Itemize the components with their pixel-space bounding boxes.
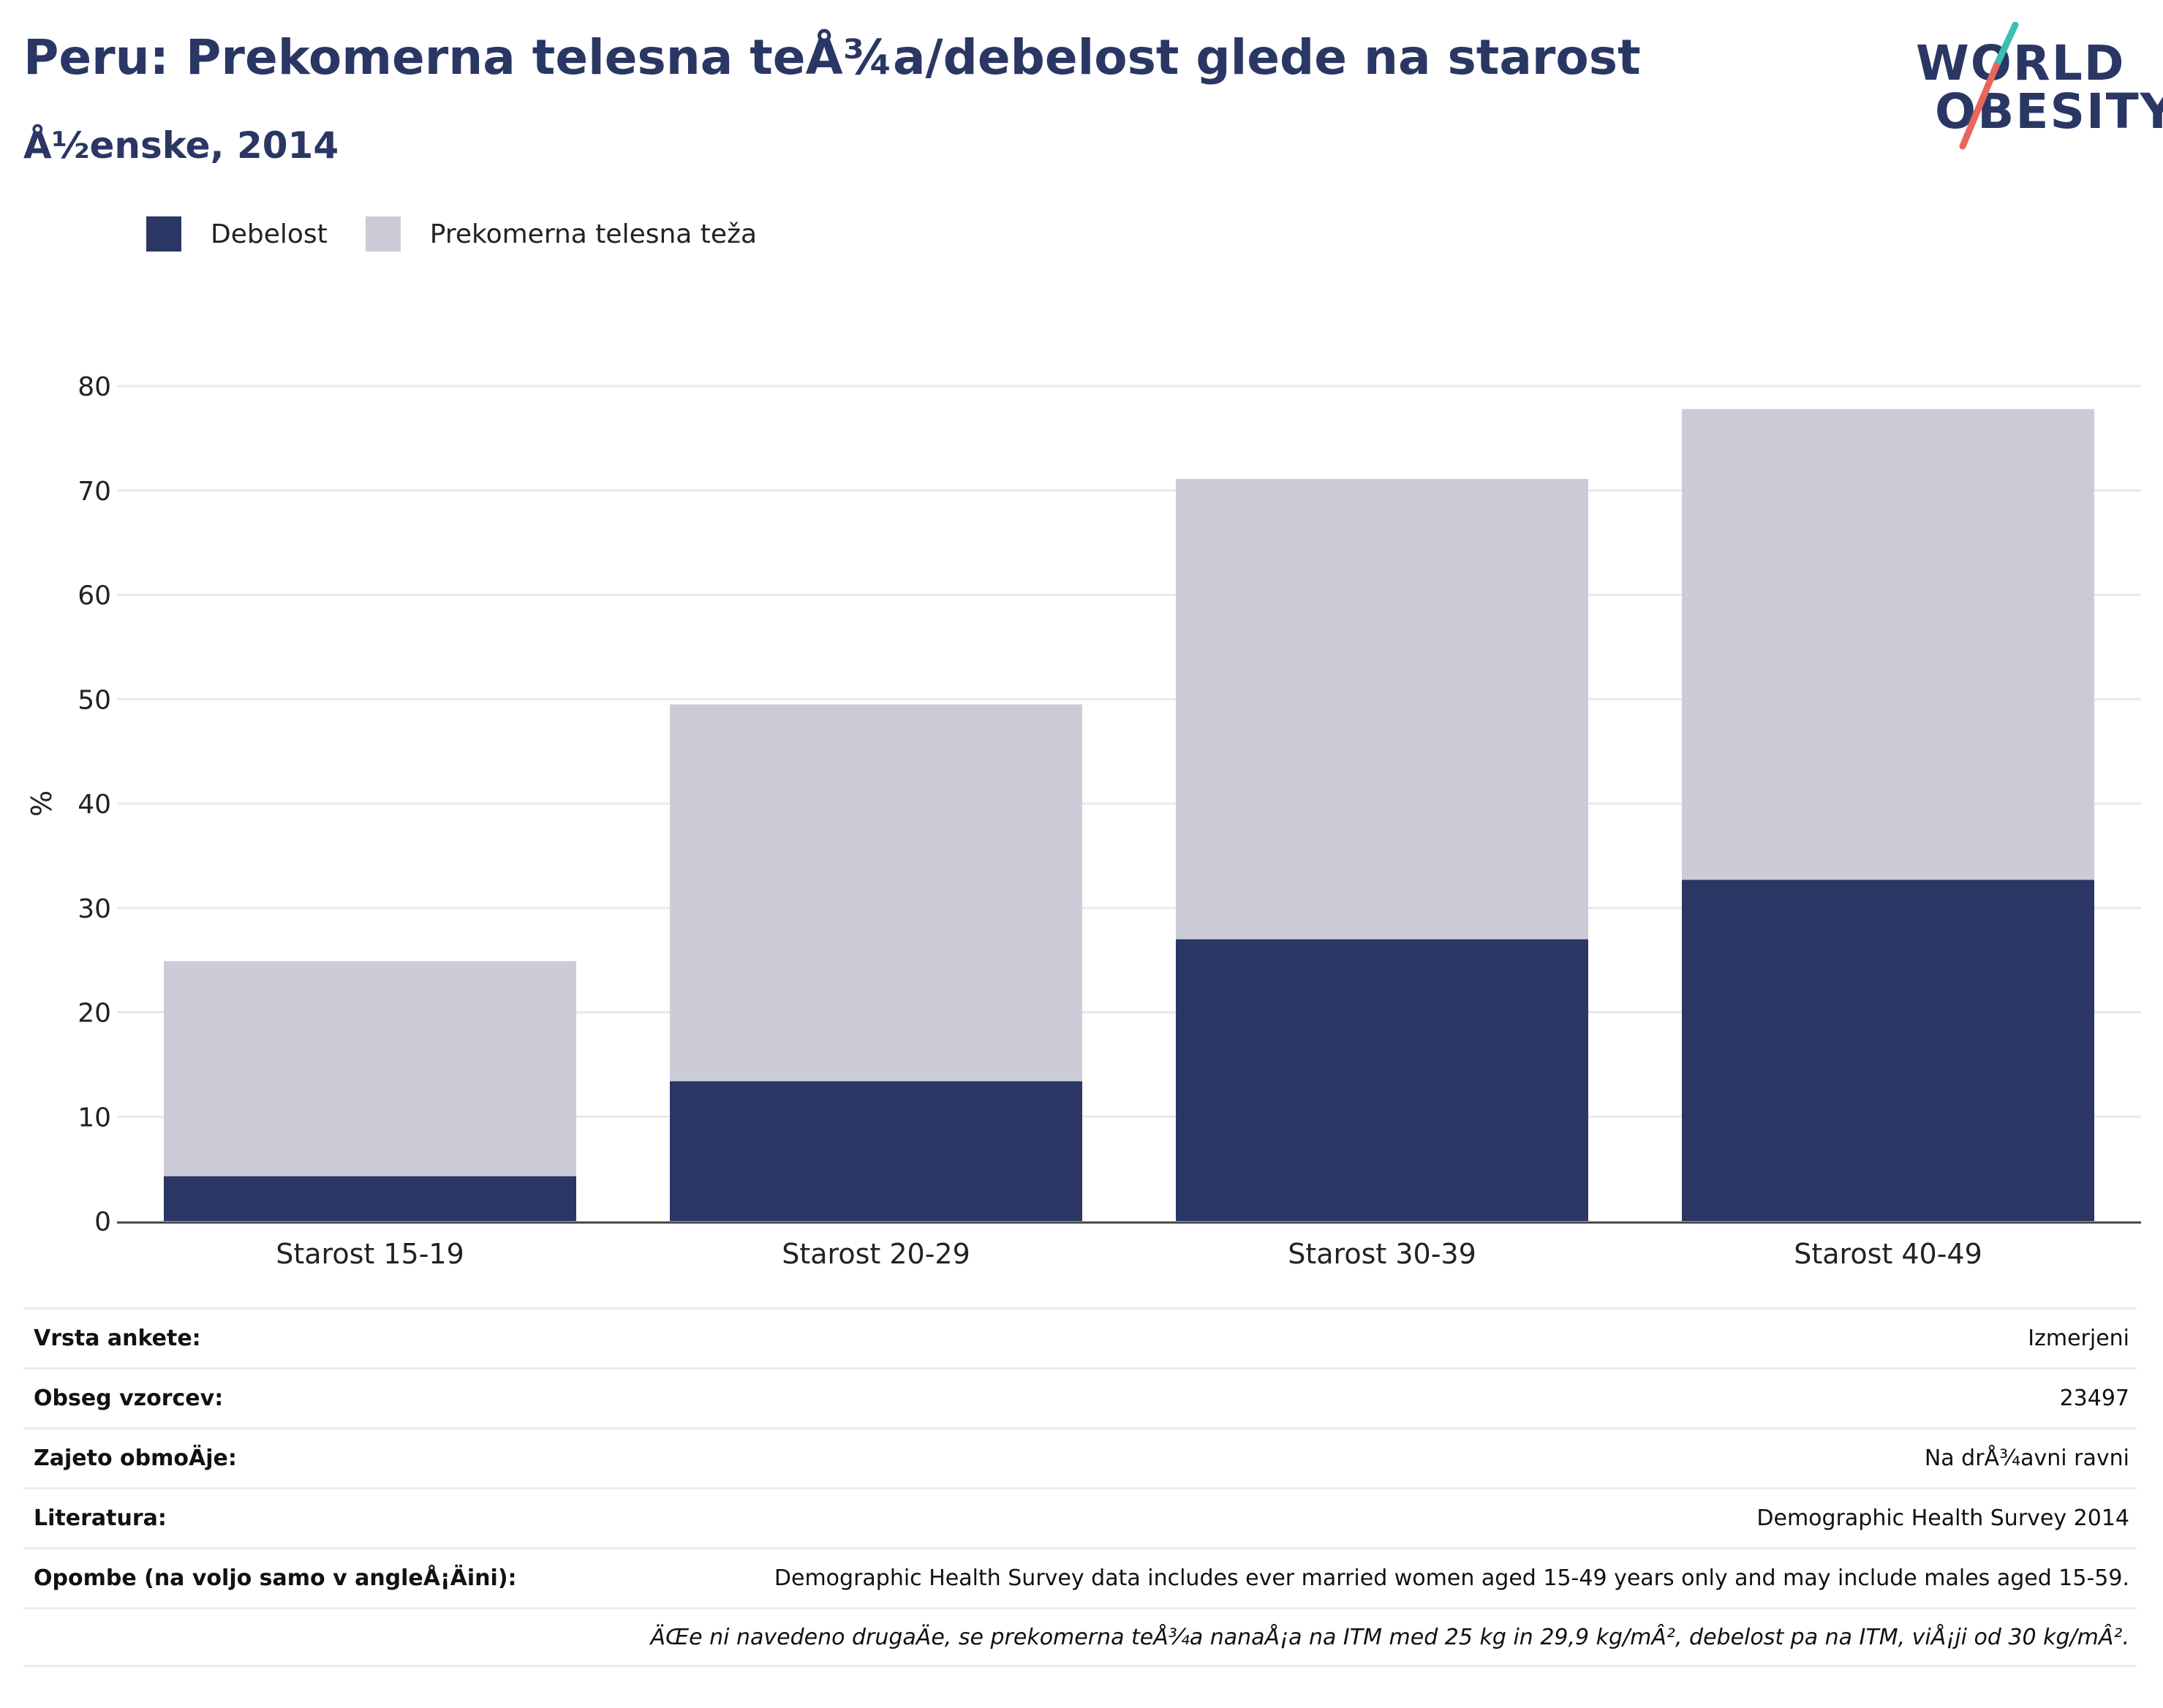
y-tick-label: 40	[78, 790, 111, 820]
info-label: Obseg vzorcev:	[34, 1386, 224, 1411]
info-label: Zajeto obmoÄje:	[34, 1446, 237, 1471]
y-tick-label: 50	[78, 685, 111, 715]
legend-swatch-prekomerna	[365, 216, 401, 252]
x-tick-label: Starost 40-49	[1794, 1238, 1982, 1270]
bar-prekomerna-2	[670, 704, 1082, 1081]
legend-item-debelost: Debelost	[146, 216, 328, 252]
bar-chart: 0 10 20 30 40 50 60 70 80% Starost 15-19 Starost 2…	[26, 372, 2141, 1270]
bar-prekomerna-1	[164, 961, 576, 1176]
bar-debelost-4	[1682, 880, 2094, 1221]
bar-debelost-2	[670, 1081, 1082, 1221]
world-obesity-logo: WORLD OBESITY	[1909, 22, 2163, 154]
logo-word-world: WORLD	[1916, 35, 2126, 91]
definition-footnote: ÄŒe ni navedeno drugaÄe, se prekomerna t…	[650, 1624, 2129, 1650]
page-title: Peru: Prekomerna telesna teÅ¾a/debelost …	[23, 29, 1641, 86]
x-tick-label: Starost 15-19	[276, 1238, 464, 1270]
info-row-notes: Opombe (na voljo samo v angleÅ¡Äini): De…	[23, 1547, 2137, 1607]
y-axis-label: %	[26, 790, 58, 817]
logo-slash-icon	[1959, 22, 2019, 150]
y-tick-label: 60	[78, 581, 111, 611]
bar-debelost-1	[164, 1176, 576, 1221]
x-tick-label: Starost 20-29	[782, 1238, 970, 1270]
legend-label-prekomerna: Prekomerna telesna teža	[429, 219, 758, 249]
info-value: Na drÅ¾avni ravni	[1924, 1446, 2129, 1471]
info-row-sample-size: Obseg vzorcev: 23497	[23, 1367, 2137, 1427]
bar-prekomerna-4	[1682, 409, 2094, 880]
info-value: Demographic Health Survey data includes …	[774, 1565, 2129, 1591]
legend-item-prekomerna: Prekomerna telesna teža	[365, 216, 758, 252]
info-label: Opombe (na voljo samo v angleÅ¡Äini):	[34, 1565, 517, 1591]
y-tick-label: 0	[94, 1207, 111, 1237]
y-tick-label: 80	[78, 372, 111, 402]
info-row-survey-type: Vrsta ankete: Izmerjeni	[23, 1307, 2137, 1367]
info-row-references: Literatura: Demographic Health Survey 20…	[23, 1487, 2137, 1547]
chart-legend: Debelost Prekomerna telesna teža	[146, 216, 795, 252]
legend-label-debelost: Debelost	[211, 219, 328, 249]
info-row-footnote: ÄŒe ni navedeno drugaÄe, se prekomerna t…	[23, 1607, 2137, 1667]
survey-info-table: Vrsta ankete: Izmerjeni Obseg vzorcev: 2…	[23, 1307, 2137, 1667]
info-label: Vrsta ankete:	[34, 1326, 201, 1351]
info-value: Demographic Health Survey 2014	[1756, 1505, 2129, 1531]
info-row-area-covered: Zajeto obmoÄje: Na drÅ¾avni ravni	[23, 1427, 2137, 1487]
bar-debelost-3	[1176, 939, 1588, 1221]
bar-prekomerna-3	[1176, 479, 1588, 940]
x-tick-label: Starost 30-39	[1288, 1238, 1476, 1270]
info-value: 23497	[2059, 1386, 2129, 1411]
y-tick-label: 10	[78, 1103, 111, 1133]
page-subtitle: Å½enske, 2014	[23, 124, 339, 167]
info-value: Izmerjeni	[2028, 1326, 2129, 1351]
y-tick-label: 20	[78, 999, 111, 1029]
info-label: Literatura:	[34, 1505, 167, 1531]
y-tick-label: 30	[78, 894, 111, 924]
legend-swatch-debelost	[146, 216, 181, 252]
y-tick-label: 70	[78, 477, 111, 507]
